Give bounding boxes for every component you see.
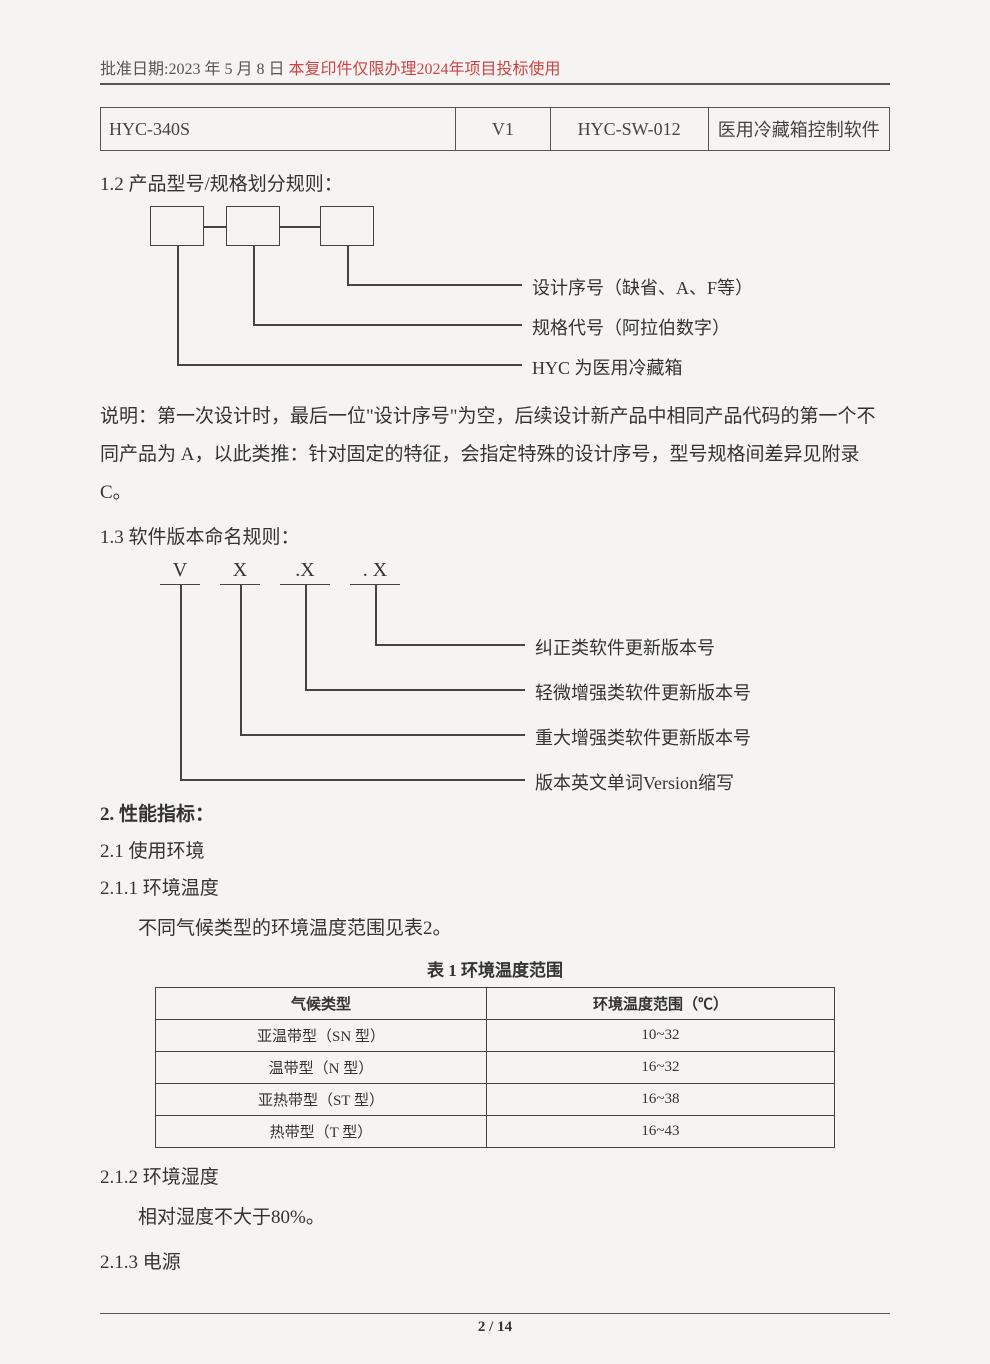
software-cell: 医用冷藏箱控制软件 (708, 108, 889, 151)
table-cell: 16~32 (486, 1052, 834, 1084)
diagram-line (240, 734, 525, 736)
section-2-title: 2. 性能指标： (100, 799, 890, 826)
section-2-1-3-title: 2.1.3 电源 (100, 1247, 890, 1274)
copy-restriction: 本复印件仅限办理2024年项目投标使用 (288, 61, 560, 78)
table-row: 气候类型 环境温度范围（℃） (156, 988, 835, 1020)
diagram-label: 版本英文单词Version缩写 (535, 769, 734, 795)
diagram-line (177, 246, 179, 364)
section-2-1-1-title: 2.1.1 环境温度 (100, 873, 890, 900)
table-row: 温带型（N 型） 16~32 (156, 1052, 835, 1084)
diagram-line (177, 364, 522, 366)
diagram-line (253, 324, 522, 326)
code-cell: HYC-SW-012 (550, 108, 708, 151)
diagram-box (320, 206, 374, 246)
diagram-line (375, 644, 525, 646)
section-2-1-2-text: 相对湿度不大于80%。 (138, 1199, 890, 1237)
diagram-line (240, 584, 242, 734)
version-cell: V1 (456, 108, 551, 151)
diagram-line (305, 584, 307, 689)
diagram-line (347, 284, 522, 286)
diagram-label: 纠正类软件更新版本号 (535, 634, 715, 660)
diagram-box (226, 206, 280, 246)
model-diagram: 设计序号（缺省、A、F等） 规格代号（阿拉伯数字） HYC 为医用冷藏箱 (150, 206, 890, 386)
section-2-1-1-text: 不同气候类型的环境温度范围见表2。 (138, 910, 890, 948)
diagram-line (305, 689, 525, 691)
table-row: 亚热带型（ST 型） 16~38 (156, 1084, 835, 1116)
diagram-label: 设计序号（缺省、A、F等） (532, 274, 753, 300)
product-table: HYC-340S V1 HYC-SW-012 医用冷藏箱控制软件 (100, 107, 890, 151)
diagram-label: HYC 为医用冷藏箱 (532, 354, 683, 380)
section-2-1-2-title: 2.1.2 环境湿度 (100, 1162, 890, 1189)
table-row: 热带型（T 型） 16~43 (156, 1116, 835, 1148)
approval-date: 批准日期:2023 年 5 月 8 日 (100, 61, 284, 78)
section-2-1-title: 2.1 使用环境 (100, 836, 890, 863)
footer-divider (100, 1313, 890, 1315)
diagram-label: 轻微增强类软件更新版本号 (535, 679, 751, 705)
table-cell: 温带型（N 型） (156, 1052, 487, 1084)
table-cell: 10~32 (486, 1020, 834, 1052)
version-char: V (160, 559, 200, 585)
table1-caption: 表 1 环境温度范围 (100, 956, 890, 981)
diagram-label: 规格代号（阿拉伯数字） (532, 314, 730, 340)
section-1-2-title: 1.2 产品型号/规格划分规则： (100, 169, 890, 196)
table-cell: 热带型（T 型） (156, 1116, 487, 1148)
version-diagram: V X .X . X 纠正类软件更新版本号 轻微增强类软件更新版本号 重大增强类… (150, 559, 890, 789)
version-char: .X (280, 559, 330, 585)
diagram-label: 重大增强类软件更新版本号 (535, 724, 751, 750)
page-number: 2 / 14 (0, 1319, 990, 1336)
table-row: 亚温带型（SN 型） 10~32 (156, 1020, 835, 1052)
table-cell: 亚温带型（SN 型） (156, 1020, 487, 1052)
diagram-line (180, 779, 525, 781)
diagram-box (150, 206, 204, 246)
version-char: X (220, 559, 260, 585)
table-cell: 16~38 (486, 1084, 834, 1116)
diagram-line (347, 246, 349, 284)
model-cell: HYC-340S (101, 108, 456, 151)
table-header: 气候类型 (156, 988, 487, 1020)
diagram-line (180, 584, 182, 779)
table-header: 环境温度范围（℃） (486, 988, 834, 1020)
section-1-3-title: 1.3 软件版本命名规则： (100, 522, 890, 549)
table-cell: 亚热带型（ST 型） (156, 1084, 487, 1116)
diagram-connector (280, 226, 320, 228)
explanation-text: 说明：第一次设计时，最后一位"设计序号"为空，后续设计新产品中相同产品代码的第一… (100, 398, 890, 512)
table-cell: 16~43 (486, 1116, 834, 1148)
climate-table: 气候类型 环境温度范围（℃） 亚温带型（SN 型） 10~32 温带型（N 型）… (155, 987, 835, 1148)
diagram-line (375, 584, 377, 644)
page-header: 批准日期:2023 年 5 月 8 日 本复印件仅限办理2024年项目投标使用 (100, 55, 890, 85)
table-row: HYC-340S V1 HYC-SW-012 医用冷藏箱控制软件 (101, 108, 890, 151)
version-char: . X (350, 559, 400, 585)
diagram-line (253, 246, 255, 324)
diagram-connector (204, 226, 226, 228)
